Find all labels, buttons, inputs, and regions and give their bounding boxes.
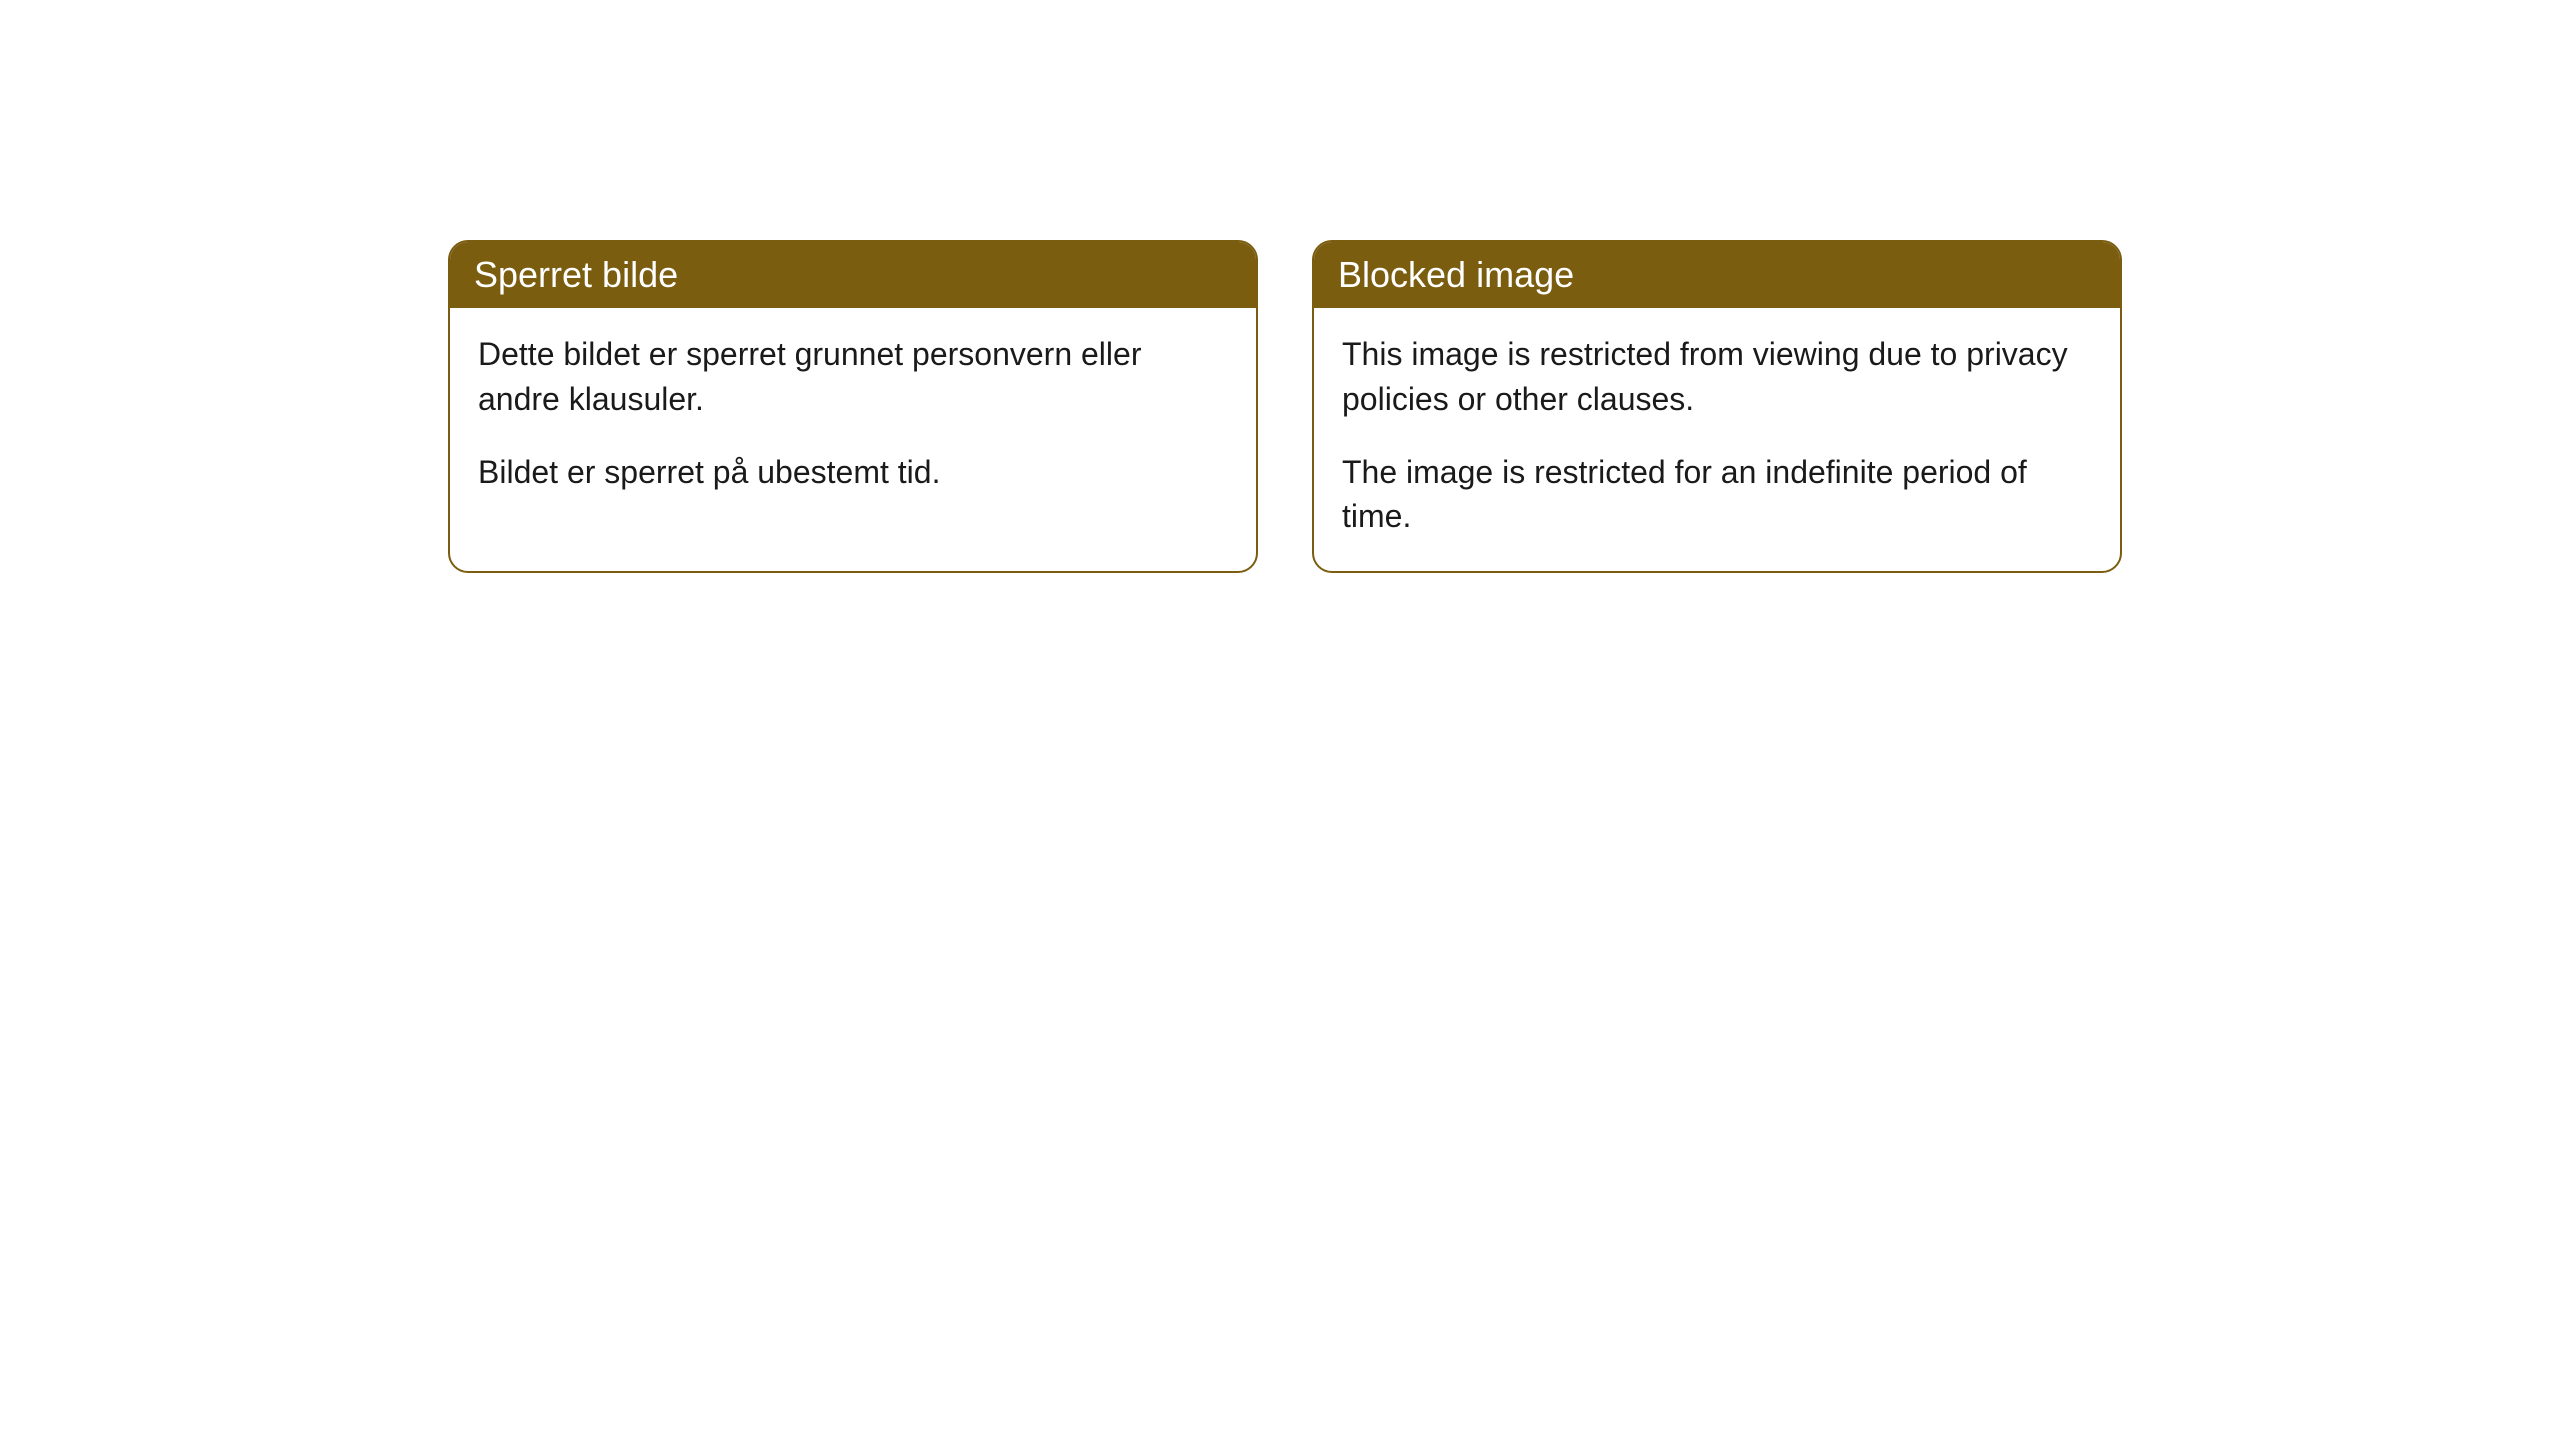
notice-paragraph-2-norwegian: Bildet er sperret på ubestemt tid. bbox=[478, 450, 1228, 495]
notice-paragraph-1-english: This image is restricted from viewing du… bbox=[1342, 332, 2092, 422]
notice-title-norwegian: Sperret bilde bbox=[450, 242, 1256, 308]
notice-card-norwegian: Sperret bilde Dette bildet er sperret gr… bbox=[448, 240, 1258, 573]
notice-paragraph-2-english: The image is restricted for an indefinit… bbox=[1342, 450, 2092, 540]
notice-cards-container: Sperret bilde Dette bildet er sperret gr… bbox=[448, 240, 2122, 573]
notice-paragraph-1-norwegian: Dette bildet er sperret grunnet personve… bbox=[478, 332, 1228, 422]
notice-card-english: Blocked image This image is restricted f… bbox=[1312, 240, 2122, 573]
notice-body-norwegian: Dette bildet er sperret grunnet personve… bbox=[450, 308, 1256, 526]
notice-body-english: This image is restricted from viewing du… bbox=[1314, 308, 2120, 571]
notice-title-english: Blocked image bbox=[1314, 242, 2120, 308]
